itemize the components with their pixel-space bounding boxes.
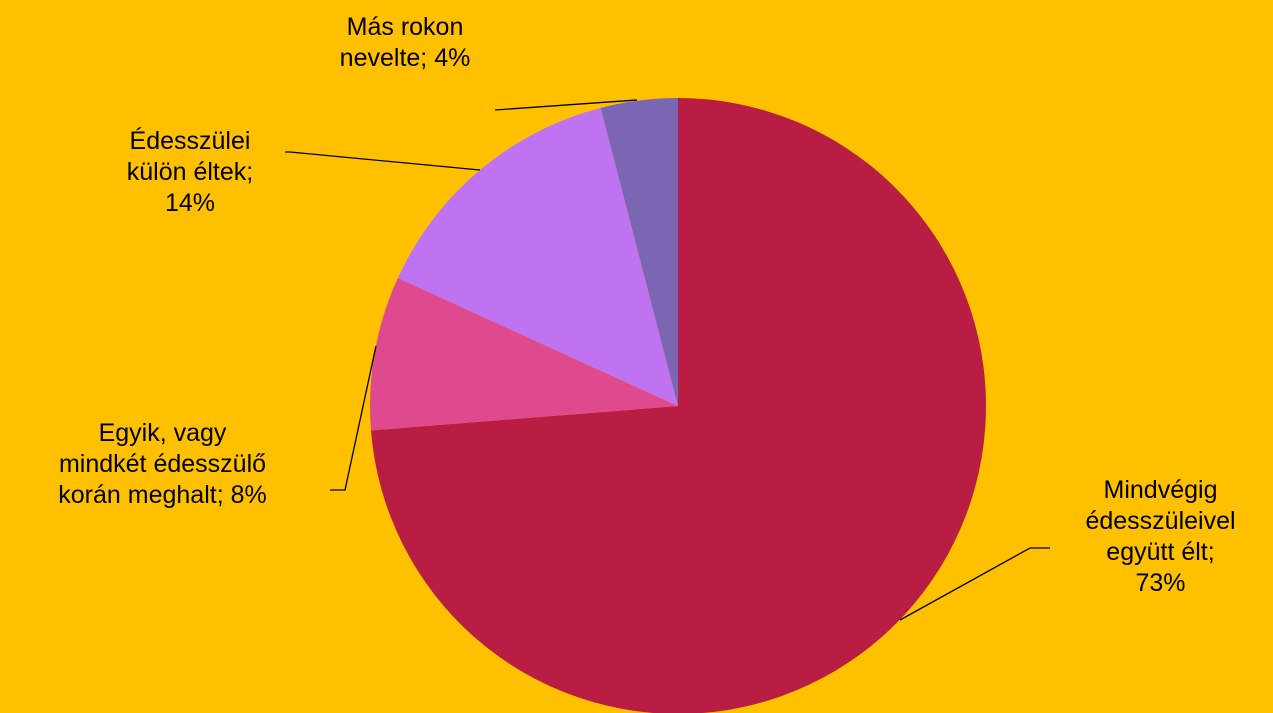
value-label: 8% — [230, 481, 267, 509]
value-label: 4% — [434, 44, 471, 72]
data-label: Mindvégig édesszüleivel együtt élt; 73% — [1078, 475, 1243, 599]
pie-slice — [600, 98, 678, 406]
leader-line — [330, 345, 377, 491]
data-label: Édesszülei külön éltek; 14% — [115, 126, 265, 219]
pie — [370, 98, 986, 713]
category-label: Édesszülei külön éltek; — [126, 127, 254, 186]
value-label: 14% — [164, 189, 216, 217]
data-label: Egyik, vagy mindkét édesszülő korán megh… — [55, 418, 270, 511]
value-label: 73% — [1135, 569, 1186, 597]
pie-slice — [370, 278, 678, 431]
pie-slice — [370, 98, 986, 713]
pie-slice — [397, 107, 678, 407]
category-label: Mindvégig édesszüleivel együtt élt; — [1085, 476, 1236, 566]
category-label: Egyik, vagy mindkét édesszülő korán megh… — [58, 419, 267, 509]
category-label: Más rokon nevelte; — [339, 13, 464, 72]
leader-line — [899, 547, 1050, 621]
data-label: Más rokon nevelte; 4% — [330, 12, 480, 74]
leader-line — [285, 151, 481, 171]
leader-line — [494, 99, 638, 111]
